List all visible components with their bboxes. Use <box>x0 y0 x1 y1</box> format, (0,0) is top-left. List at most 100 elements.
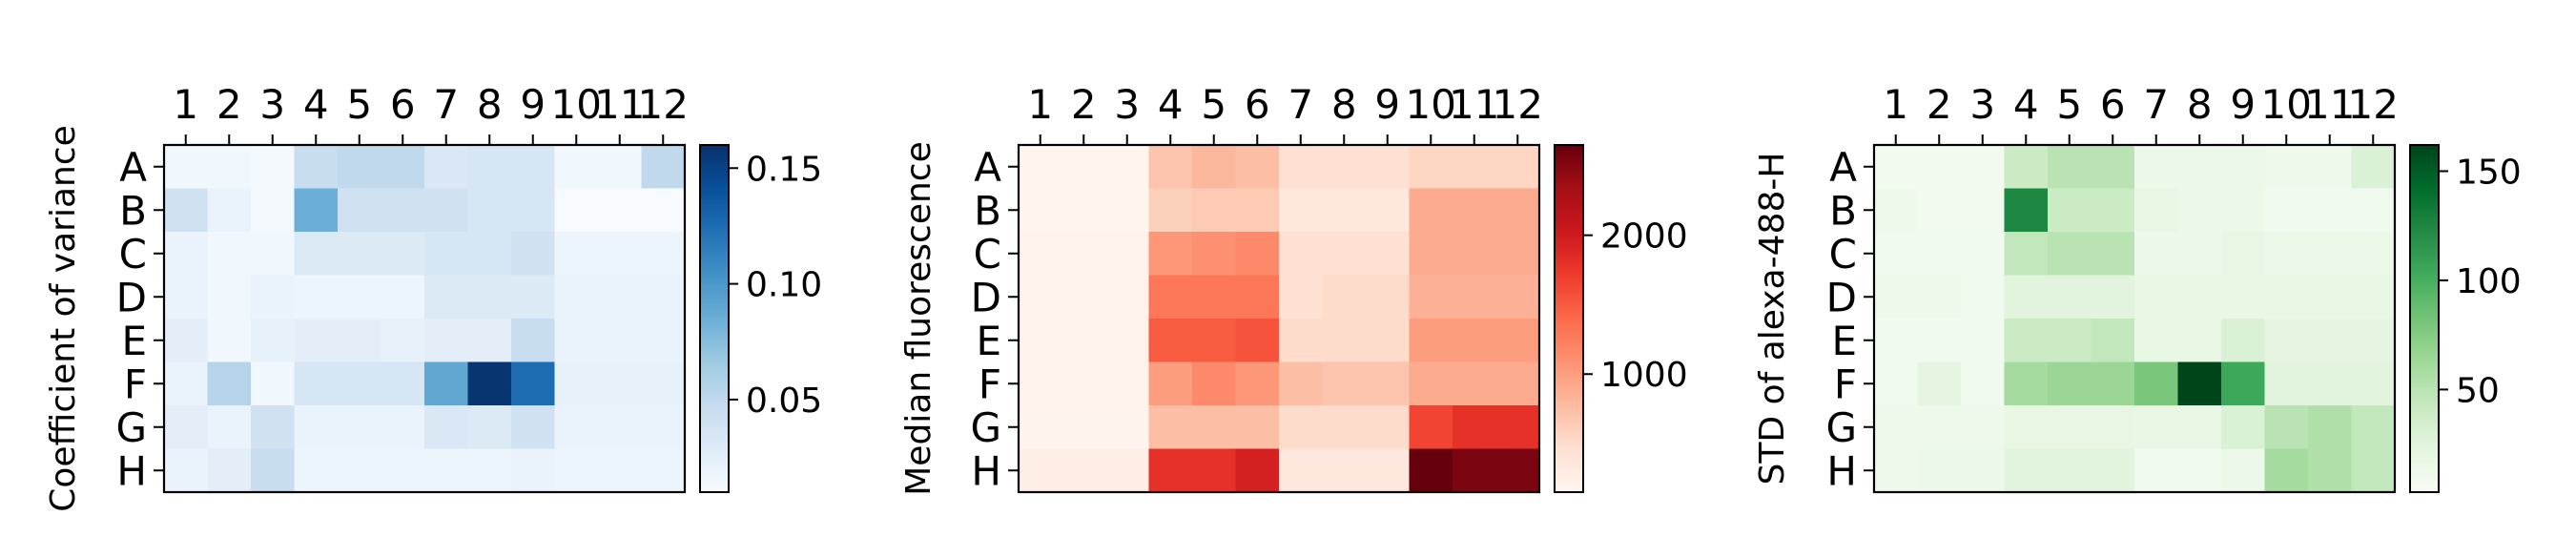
heatmap-cell <box>338 145 382 190</box>
heatmap-cell <box>207 448 252 493</box>
heatmap-cell <box>1148 448 1193 493</box>
heatmap-cell <box>1961 145 2006 190</box>
colorbar-segment <box>1555 275 1583 279</box>
heatmap-cell <box>467 145 512 190</box>
column-tick-label: 1 <box>1027 81 1053 128</box>
heatmap-cell <box>1322 448 1367 493</box>
colorbar-segment <box>2410 306 2439 311</box>
column-tick-label: 2 <box>216 81 242 128</box>
heatmap-cell <box>554 361 599 406</box>
colorbar-segment <box>700 480 729 485</box>
colorbar-segment <box>1555 428 1583 432</box>
colorbar-segment <box>1555 396 1583 401</box>
heatmap-cell <box>1061 448 1106 493</box>
colorbar-segment <box>1555 471 1583 476</box>
colorbar-segment <box>2410 321 2439 325</box>
colorbar-segment <box>1555 468 1583 473</box>
heatmap-cell <box>1917 319 1962 363</box>
colorbar-segment <box>700 361 729 366</box>
heatmap-cell <box>511 448 556 493</box>
heatmap-cell <box>1235 319 1280 363</box>
colorbar-segment <box>1555 437 1583 441</box>
colorbar-segment <box>700 237 729 241</box>
heatmap-cell <box>251 405 296 450</box>
colorbar-tick-label: 150 <box>2456 153 2522 192</box>
colorbar-segment <box>1555 219 1583 224</box>
colorbar-segment <box>1555 208 1583 213</box>
heatmap-cell <box>2308 405 2353 450</box>
colorbar-segment <box>1555 182 1583 187</box>
y-axis-label: Coefficient of variance <box>44 125 83 512</box>
column-tick-label: 1 <box>1883 81 1908 128</box>
colorbar-segment <box>2410 405 2439 409</box>
heatmap-cell <box>2264 188 2309 233</box>
heatmap-cell <box>467 232 512 277</box>
colorbar-segment <box>2410 154 2439 157</box>
colorbar-segment <box>700 353 729 358</box>
colorbar-segment <box>1555 399 1583 403</box>
colorbar-segment <box>2410 214 2439 218</box>
heatmap-cell <box>2048 232 2092 277</box>
heatmap-cell <box>251 361 296 406</box>
colorbar-segment <box>2410 344 2439 348</box>
column-tick-label: 3 <box>259 81 285 128</box>
colorbar-segment <box>1555 319 1583 322</box>
colorbar-segment <box>2410 303 2439 308</box>
heatmap-cell <box>1917 188 1962 233</box>
heatmap-cell <box>467 405 512 450</box>
colorbar-segment <box>1555 382 1583 386</box>
colorbar-segment <box>700 445 729 450</box>
colorbar-segment <box>700 364 729 369</box>
colorbar-segment <box>700 185 729 190</box>
colorbar-segment <box>1555 463 1583 467</box>
column-tick-label: 5 <box>1201 81 1226 128</box>
colorbar-segment <box>1555 260 1583 264</box>
colorbar-segment <box>1555 199 1583 204</box>
row-tick-label: F <box>1834 361 1857 407</box>
colorbar-segment <box>700 405 729 409</box>
colorbar-segment <box>1555 341 1583 345</box>
colorbar-segment <box>2410 292 2439 297</box>
heatmap-cell <box>1366 188 1411 233</box>
column-tick-label: 6 <box>1245 81 1270 128</box>
colorbar-segment <box>700 269 729 274</box>
colorbar-segment <box>2410 384 2439 389</box>
heatmap-cell <box>1192 188 1237 233</box>
colorbar-segment <box>2410 341 2439 345</box>
heatmap-cell <box>1961 275 2006 320</box>
heatmap-cell <box>2048 319 2092 363</box>
colorbar-segment <box>700 272 729 277</box>
colorbar-segment <box>2410 390 2439 395</box>
heatmap-cell <box>1235 275 1280 320</box>
colorbar-segment <box>1555 339 1583 342</box>
heatmap-cell <box>1279 232 1324 277</box>
colorbar-segment <box>700 327 729 331</box>
colorbar-segment <box>2410 182 2439 187</box>
colorbar-segment <box>1555 324 1583 328</box>
colorbar-segment <box>1555 356 1583 361</box>
plot-frame <box>162 143 687 494</box>
row-tick-label: G <box>115 404 147 451</box>
heatmap-cell <box>207 145 252 190</box>
heatmap-cell <box>1279 145 1324 190</box>
column-tick-label: 7 <box>433 81 459 128</box>
heatmap-cell <box>1409 145 1453 190</box>
heatmap-cell <box>2091 232 2135 277</box>
heatmap-cell <box>2004 232 2049 277</box>
colorbar-segment <box>700 451 729 456</box>
colorbar-segment <box>1555 300 1583 305</box>
colorbar-segment <box>2410 396 2439 401</box>
heatmap-cell <box>2004 361 2049 406</box>
heatmap-cell <box>554 319 599 363</box>
colorbar-segment <box>2410 246 2439 250</box>
heatmap-cell <box>294 405 339 450</box>
heatmap-cell <box>2308 275 2353 320</box>
column-tick-label: 6 <box>2100 81 2126 128</box>
colorbar-segment <box>2410 171 2439 175</box>
colorbar-segment <box>700 286 729 291</box>
column-tick-label: 5 <box>2056 81 2082 128</box>
colorbar-segment <box>2410 465 2439 470</box>
heatmap-cell <box>2264 448 2309 493</box>
colorbar-segment <box>700 312 729 317</box>
